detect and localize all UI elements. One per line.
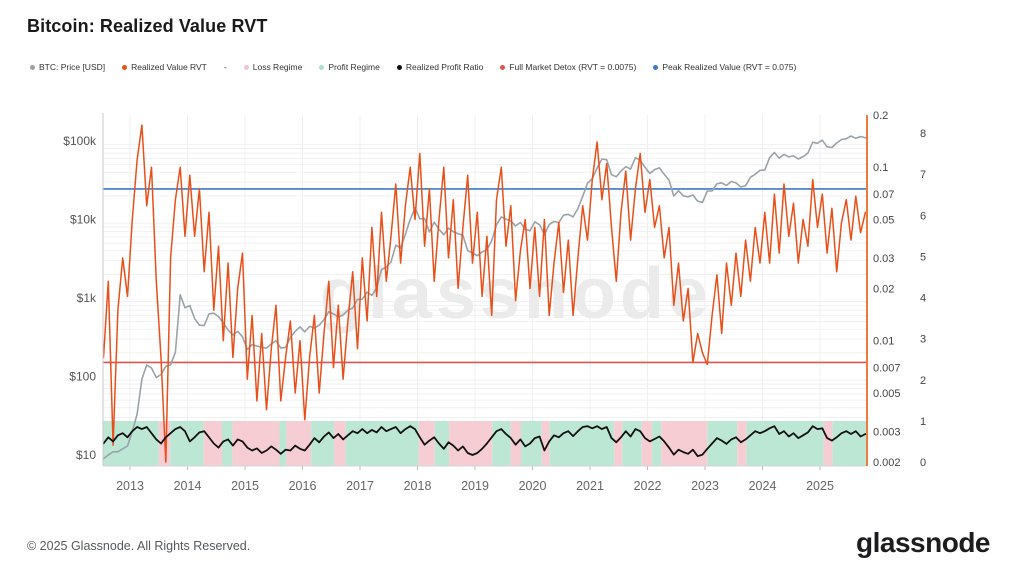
svg-text:0.07: 0.07 — [873, 189, 894, 201]
svg-text:2016: 2016 — [289, 479, 317, 493]
legend-label: - — [223, 62, 227, 72]
svg-text:0.01: 0.01 — [873, 336, 894, 348]
svg-text:0.007: 0.007 — [873, 363, 901, 375]
svg-text:$1k: $1k — [77, 291, 97, 305]
svg-text:0.005: 0.005 — [873, 388, 901, 400]
legend-label: Peak Realized Value (RVT = 0.075) — [662, 62, 797, 72]
legend-item-profit-regime[interactable]: Profit Regime — [319, 62, 380, 72]
legend-label: Realized Value RVT — [131, 62, 207, 72]
svg-text:2023: 2023 — [691, 479, 719, 493]
legend-item-dash[interactable]: - — [224, 62, 227, 72]
svg-text:2013: 2013 — [116, 479, 144, 493]
svg-text:2021: 2021 — [576, 479, 604, 493]
chart-title: Bitcoin: Realized Value RVT — [27, 16, 268, 36]
svg-text:2019: 2019 — [461, 479, 489, 493]
svg-text:2022: 2022 — [634, 479, 662, 493]
x-axis-labels: 2013 2014 2015 2016 2017 2018 2019 2020 2021 2022… — [116, 479, 834, 493]
series-dot-icon — [30, 64, 35, 70]
svg-text:3: 3 — [920, 334, 926, 346]
svg-text:1: 1 — [920, 416, 926, 428]
legend-label: Full Market Detox (RVT = 0.0075) — [509, 62, 637, 72]
svg-text:0: 0 — [920, 457, 926, 469]
svg-text:2017: 2017 — [346, 479, 374, 493]
ratio-axis-labels: 8 7 6 5 4 3 2 1 0 — [920, 128, 926, 469]
series-dot-icon — [319, 64, 325, 70]
svg-text:2020: 2020 — [519, 479, 547, 493]
svg-text:2024: 2024 — [749, 479, 777, 493]
svg-text:0.1: 0.1 — [873, 162, 888, 174]
legend-item-peak-realized-value[interactable]: Peak Realized Value (RVT = 0.075) — [653, 62, 796, 72]
realized-profit-ratio-line — [102, 425, 867, 458]
chart-legend: BTC: Price [USD] Realized Value RVT - Lo… — [30, 62, 796, 72]
svg-text:2025: 2025 — [806, 479, 834, 493]
legend-item-loss-regime[interactable]: Loss Regime — [243, 62, 303, 72]
svg-text:0.002: 0.002 — [873, 457, 901, 469]
svg-text:2: 2 — [920, 375, 926, 387]
legend-item-realized-profit-ratio[interactable]: Realized Profit Ratio — [396, 62, 484, 72]
svg-text:2014: 2014 — [174, 479, 202, 493]
svg-text:2018: 2018 — [404, 479, 432, 493]
legend-item-btc-price[interactable]: BTC: Price [USD] — [30, 62, 105, 72]
legend-label: Loss Regime — [252, 62, 303, 72]
copyright-text: © 2025 Glassnode. All Rights Reserved. — [27, 539, 251, 553]
svg-text:0.05: 0.05 — [873, 214, 894, 226]
svg-text:$100: $100 — [69, 370, 96, 384]
series-dot-icon — [396, 64, 402, 70]
svg-text:$100k: $100k — [63, 134, 97, 148]
glassnode-logo: glassnode — [856, 527, 990, 558]
svg-text:0.02: 0.02 — [873, 284, 894, 296]
regime-bands — [103, 421, 866, 466]
series-dot-icon — [243, 64, 249, 70]
left-axis-labels: $100k $10k $1k $100 $10 — [63, 134, 97, 462]
legend-label: BTC: Price [USD] — [39, 62, 106, 72]
svg-text:4: 4 — [920, 293, 926, 305]
realized-value-rvt-line — [102, 124, 867, 463]
legend-label: Realized Profit Ratio — [405, 62, 484, 72]
svg-text:$10k: $10k — [70, 213, 97, 227]
rvt-axis-labels: 0.2 0.1 0.07 0.05 0.03 0.02 0.01 0.007 0.005 0.00… — [873, 110, 901, 469]
legend-label: Profit Regime — [328, 62, 380, 72]
series-dot-icon — [500, 64, 506, 70]
svg-text:0.03: 0.03 — [873, 253, 894, 265]
svg-text:7: 7 — [920, 169, 926, 181]
svg-text:0.2: 0.2 — [873, 110, 888, 122]
btc-price-line — [102, 135, 867, 460]
legend-item-realized-value-rvt[interactable]: Realized Value RVT — [122, 62, 207, 72]
legend-item-full-market-detox[interactable]: Full Market Detox (RVT = 0.0075) — [500, 62, 636, 72]
svg-text:6: 6 — [920, 210, 926, 222]
series-dot-icon — [653, 64, 659, 70]
svg-text:0.003: 0.003 — [873, 426, 901, 438]
series-dot-icon — [122, 64, 128, 70]
svg-text:8: 8 — [920, 128, 926, 140]
axis-lines — [102, 113, 868, 467]
svg-text:5: 5 — [920, 251, 926, 263]
svg-text:2015: 2015 — [231, 479, 259, 493]
svg-text:$10: $10 — [76, 448, 96, 462]
